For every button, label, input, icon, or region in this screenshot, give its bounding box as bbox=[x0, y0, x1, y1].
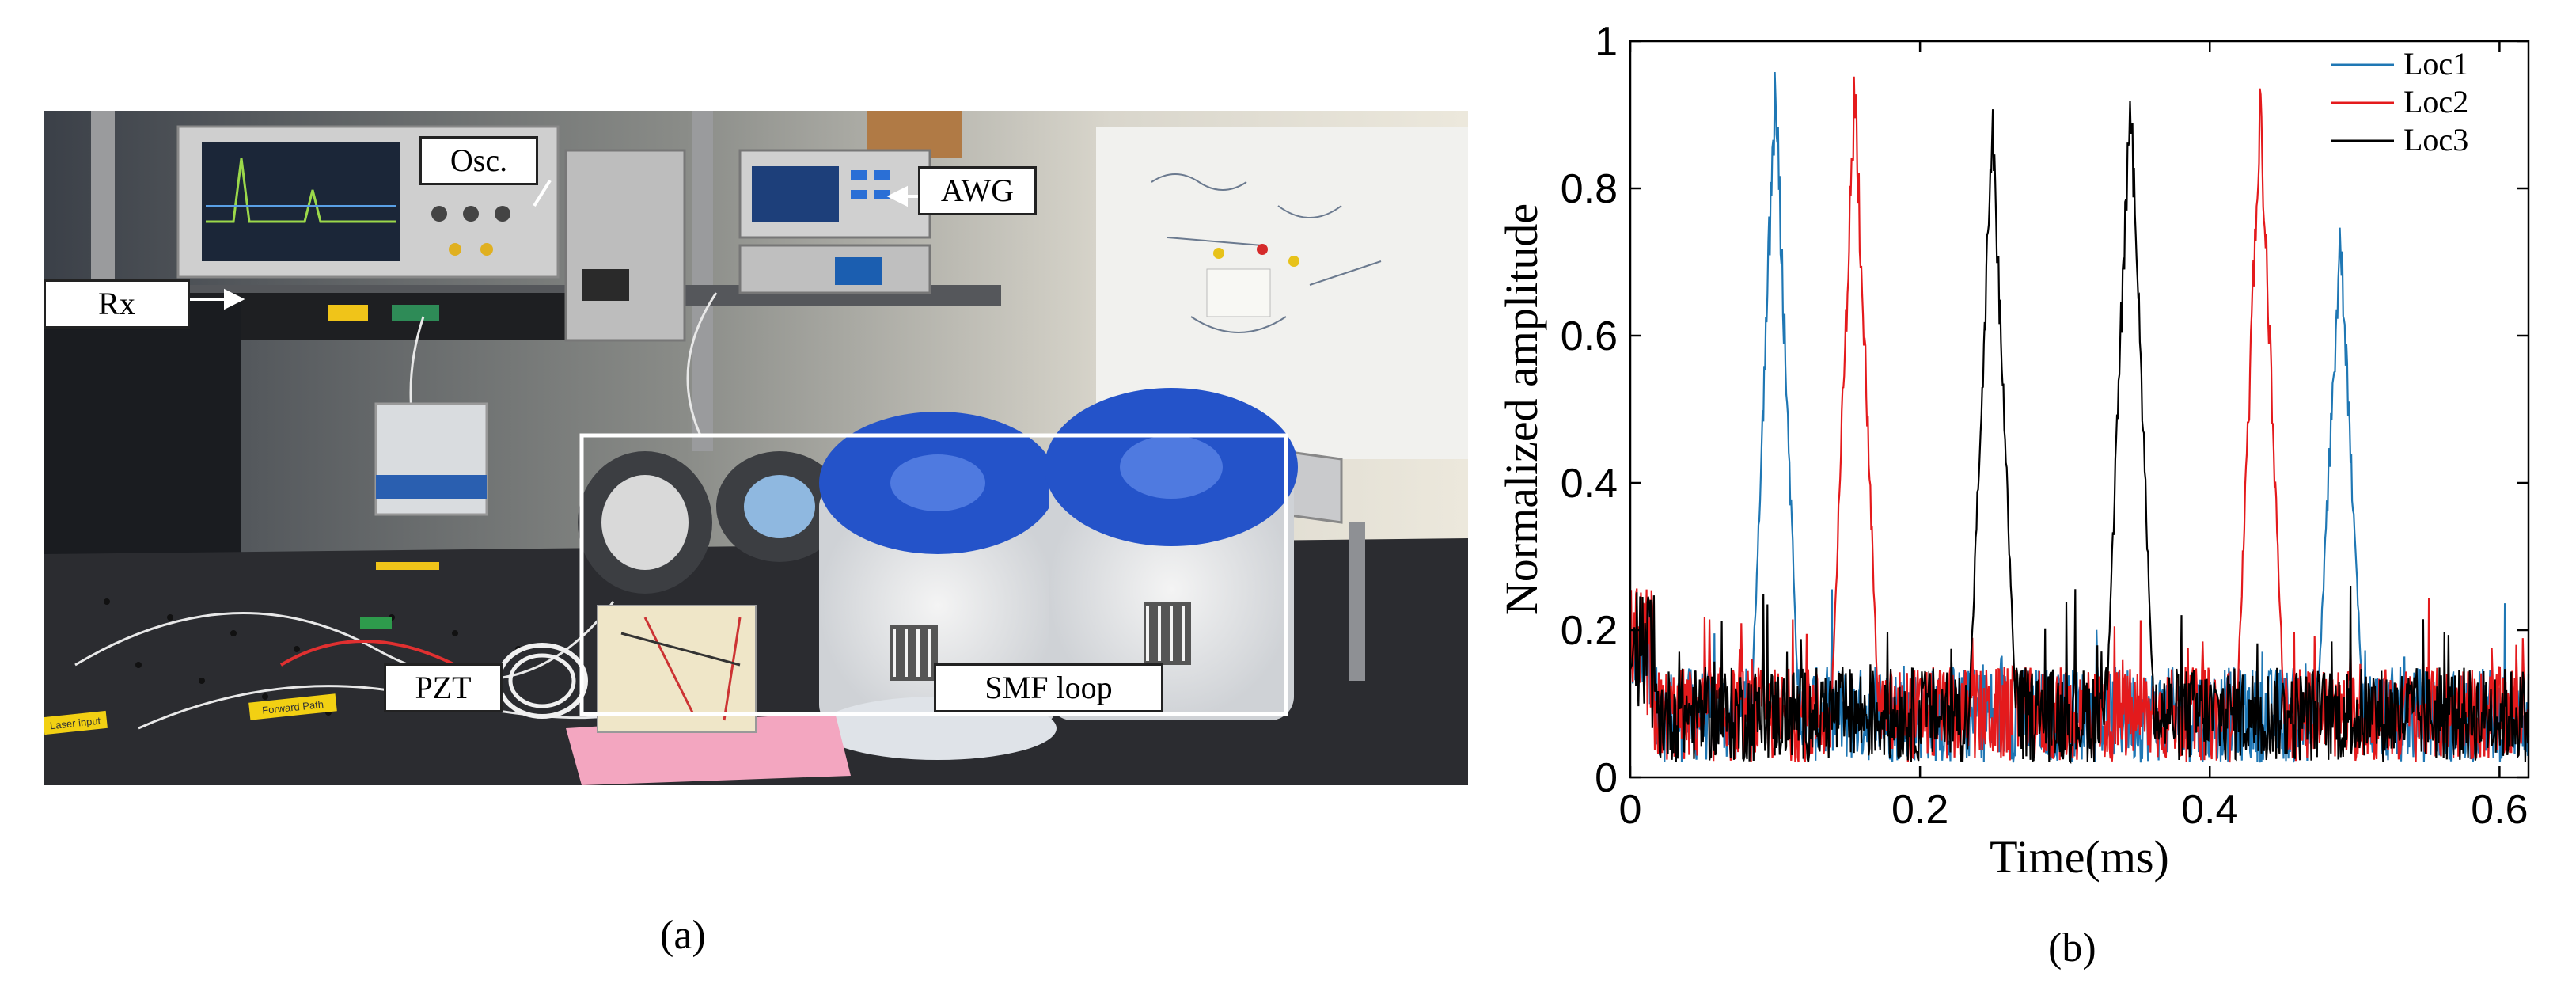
series-line-loc2 bbox=[1629, 76, 2530, 763]
caption-a: (a) bbox=[660, 913, 706, 958]
caption-b: (b) bbox=[2048, 925, 2096, 971]
y-tick-label: 0.8 bbox=[1561, 166, 1618, 212]
y-tick-label: 0.2 bbox=[1561, 608, 1618, 654]
smf-loop-outline bbox=[579, 433, 1288, 716]
series-line-loc1 bbox=[1629, 71, 2530, 764]
label-rx: Rx bbox=[44, 279, 190, 329]
label-smf-loop: SMF loop bbox=[934, 663, 1163, 712]
x-tick-label: 0.2 bbox=[1891, 787, 1948, 833]
x-tick-label: 0 bbox=[1619, 787, 1642, 833]
y-axis-label: Normalized amplitude bbox=[1496, 203, 1547, 615]
y-tick-label: 0 bbox=[1595, 755, 1618, 801]
y-tick-label: 1 bbox=[1595, 19, 1618, 65]
series-line-loc3 bbox=[1629, 101, 2530, 765]
legend-label-loc1: Loc1 bbox=[2403, 46, 2468, 82]
x-tick-label: 0.6 bbox=[2471, 787, 2528, 833]
x-tick-label: 0.4 bbox=[2181, 787, 2238, 833]
amplitude-chart: 0 0.2 0.4 0.6 0 0.2 0.4 0.6 0.8 1 Time(ms) Normaliz… bbox=[1496, 19, 2530, 883]
setup-photo: Laser input Forward Path bbox=[44, 111, 1468, 785]
y-tick-label: 0.6 bbox=[1561, 313, 1618, 359]
plot-frame bbox=[1629, 40, 2530, 779]
y-tick-label: 0.4 bbox=[1561, 461, 1618, 507]
x-axis-label: Time(ms) bbox=[1990, 831, 2169, 883]
label-osc: Osc. bbox=[419, 136, 538, 185]
tape-label-laser: Laser input bbox=[49, 715, 101, 732]
legend-label-loc3: Loc3 bbox=[2403, 122, 2468, 158]
label-awg: AWG bbox=[918, 166, 1037, 215]
label-pzt: PZT bbox=[384, 663, 503, 712]
legend-label-loc2: Loc2 bbox=[2403, 84, 2468, 120]
